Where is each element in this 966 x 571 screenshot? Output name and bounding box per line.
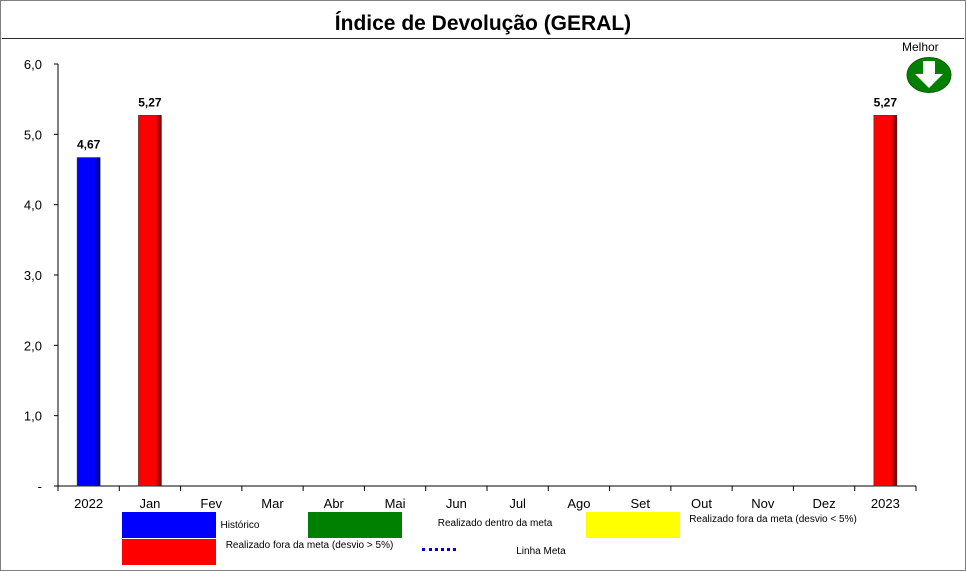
x-tick-label: Abr bbox=[324, 496, 345, 511]
x-tick-label: Set bbox=[630, 496, 650, 511]
legend-swatch bbox=[422, 548, 456, 551]
legend-label: Realizado fora da meta (desvio < 5%) bbox=[689, 514, 857, 525]
legend-label: Realizado fora da meta (desvio > 5%) bbox=[225, 540, 394, 551]
data-label-2023: 5,27 bbox=[874, 95, 898, 109]
legend-swatch bbox=[122, 539, 216, 565]
bar-Jan bbox=[138, 115, 162, 487]
x-tick-label: Mar bbox=[261, 496, 284, 511]
better-direction-label: Melhor bbox=[902, 40, 939, 54]
legend-label: Histórico bbox=[220, 520, 260, 531]
legend-swatch bbox=[122, 512, 216, 538]
chart-title: Índice de Devolução (GERAL) bbox=[334, 12, 632, 35]
arrow-down-icon bbox=[906, 56, 952, 99]
x-tick-label: Jul bbox=[509, 496, 526, 511]
x-tick-label: Jun bbox=[446, 496, 467, 511]
legend-label: Realizado dentro da meta bbox=[437, 518, 553, 529]
y-tick-label: 4,0 bbox=[24, 198, 42, 213]
x-tick-label: Nov bbox=[751, 496, 775, 511]
x-tick-label: 2022 bbox=[74, 496, 103, 511]
x-tick-label: Mai bbox=[385, 496, 406, 511]
y-tick-label: 6,0 bbox=[24, 57, 42, 72]
x-tick-label: Ago bbox=[567, 496, 590, 511]
x-tick-label: 2023 bbox=[871, 496, 900, 511]
x-tick-label: Dez bbox=[813, 496, 836, 511]
title-divider bbox=[2, 38, 964, 39]
x-tick-label: Fev bbox=[200, 496, 222, 511]
x-tick-label: Out bbox=[691, 496, 712, 511]
y-tick-label: 1,0 bbox=[24, 409, 42, 424]
y-tick-label: 2,0 bbox=[24, 338, 42, 353]
y-tick-label: - bbox=[38, 479, 42, 494]
data-label-2022: 4,67 bbox=[77, 138, 101, 152]
legend-swatch bbox=[586, 512, 680, 538]
legend-label: Linha Meta bbox=[516, 546, 566, 557]
y-tick-label: 5,0 bbox=[24, 127, 42, 142]
legend-swatch bbox=[308, 512, 402, 538]
x-tick-label: Jan bbox=[139, 496, 160, 511]
data-label-Jan: 5,27 bbox=[138, 95, 162, 109]
bar-2022 bbox=[76, 157, 101, 487]
y-tick-label: 3,0 bbox=[24, 268, 42, 283]
bar-2023 bbox=[873, 115, 898, 487]
